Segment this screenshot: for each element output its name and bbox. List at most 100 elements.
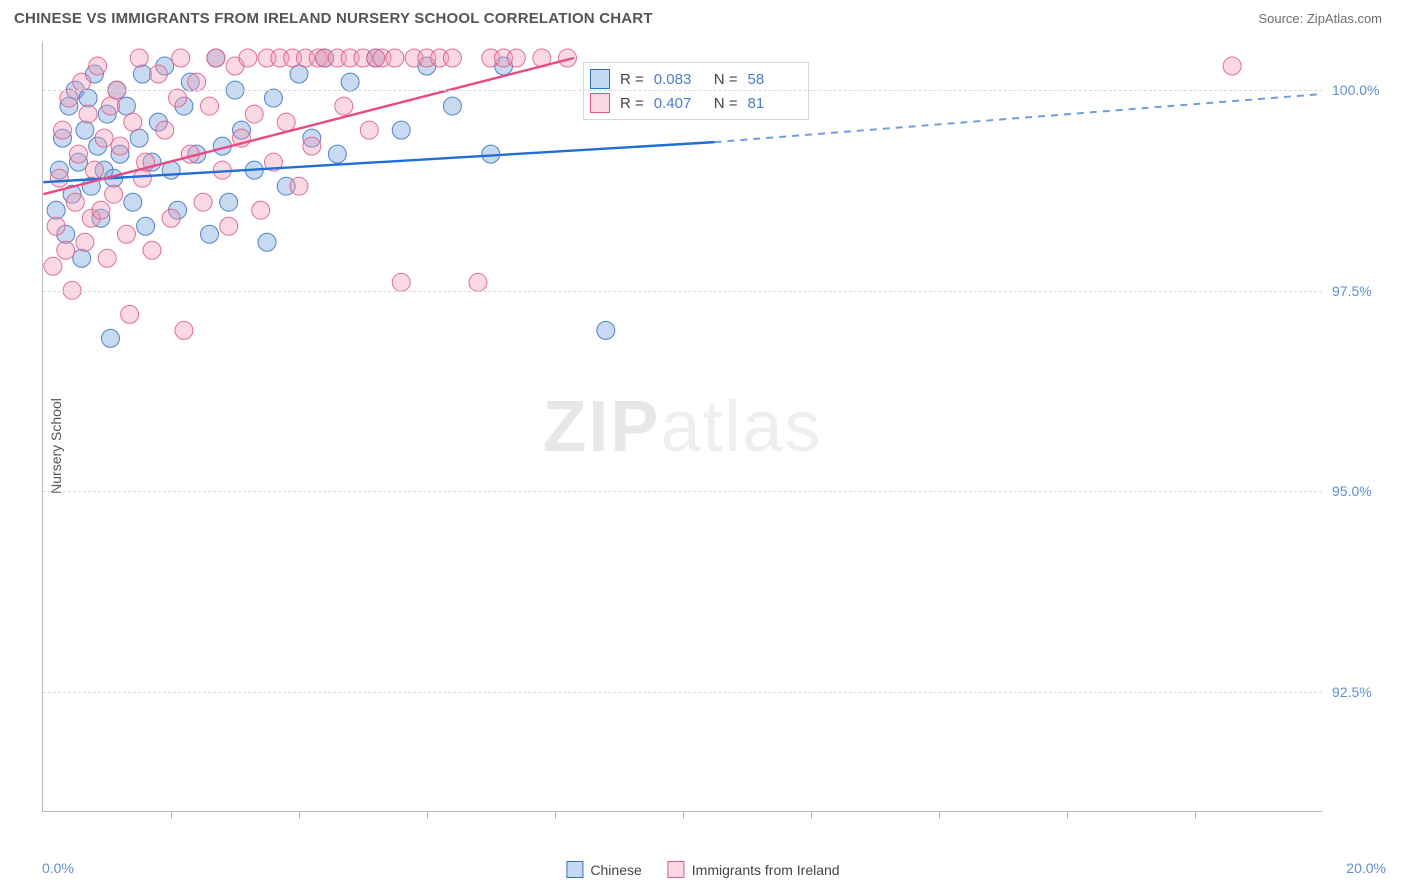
- legend-item: Immigrants from Ireland: [668, 861, 840, 878]
- scatter-point: [101, 329, 119, 347]
- scatter-point: [392, 273, 410, 291]
- scatter-point: [105, 185, 123, 203]
- scatter-point: [239, 49, 257, 67]
- scatter-point: [76, 233, 94, 251]
- scatter-point: [73, 249, 91, 267]
- scatter-point: [54, 121, 72, 139]
- scatter-point: [117, 97, 135, 115]
- scatter-point: [277, 113, 295, 131]
- legend-swatch: [566, 861, 583, 878]
- legend-label: Immigrants from Ireland: [692, 862, 840, 878]
- scatter-point: [303, 137, 321, 155]
- scatter-point: [386, 49, 404, 67]
- scatter-point: [121, 305, 139, 323]
- legend-n-value: 81: [748, 95, 798, 112]
- scatter-point: [175, 321, 193, 339]
- x-tick: [299, 811, 300, 819]
- scatter-point: [130, 129, 148, 147]
- x-tick: [427, 811, 428, 819]
- scatter-point: [258, 233, 276, 251]
- scatter-point: [101, 97, 119, 115]
- scatter-point: [156, 121, 174, 139]
- x-tick: [683, 811, 684, 819]
- legend-n-label: N =: [714, 95, 738, 112]
- scatter-point: [124, 193, 142, 211]
- scatter-plot-svg: [43, 42, 1322, 811]
- scatter-point: [76, 121, 94, 139]
- y-tick-label: 97.5%: [1332, 283, 1396, 299]
- legend-n-value: 58: [748, 71, 798, 88]
- scatter-point: [143, 241, 161, 259]
- scatter-point: [328, 145, 346, 163]
- x-tick: [939, 811, 940, 819]
- scatter-point: [69, 145, 87, 163]
- scatter-point: [44, 257, 62, 275]
- scatter-point: [66, 193, 84, 211]
- scatter-point: [597, 321, 615, 339]
- scatter-point: [124, 113, 142, 131]
- chart-plot-area: ZIPatlas R =0.083N =58R =0.407N =81 100.…: [42, 42, 1322, 812]
- chart-title: CHINESE VS IMMIGRANTS FROM IRELAND NURSE…: [14, 10, 653, 27]
- scatter-point: [60, 89, 78, 107]
- legend-n-label: N =: [714, 71, 738, 88]
- x-tick: [1067, 811, 1068, 819]
- y-tick-label: 100.0%: [1332, 82, 1396, 98]
- scatter-point: [149, 65, 167, 83]
- scatter-point: [443, 97, 461, 115]
- legend-swatch: [590, 69, 610, 89]
- legend-item: Chinese: [566, 861, 641, 878]
- legend-r-value: 0.083: [654, 71, 704, 88]
- scatter-point: [111, 137, 129, 155]
- scatter-point: [220, 217, 238, 235]
- scatter-point: [172, 49, 190, 67]
- scatter-point: [1223, 57, 1241, 75]
- scatter-point: [201, 225, 219, 243]
- legend-r-label: R =: [620, 95, 644, 112]
- scatter-point: [290, 177, 308, 195]
- scatter-point: [47, 201, 65, 219]
- gridline: [43, 291, 1322, 292]
- scatter-point: [137, 217, 155, 235]
- x-tick: [811, 811, 812, 819]
- scatter-point: [201, 97, 219, 115]
- scatter-point: [194, 193, 212, 211]
- x-axis-min-label: 0.0%: [42, 860, 74, 876]
- legend-row: R = 0.083 N = 58: [590, 67, 798, 91]
- gridline: [43, 692, 1322, 693]
- x-tick: [1195, 811, 1196, 819]
- scatter-point: [220, 193, 238, 211]
- scatter-point: [341, 73, 359, 91]
- scatter-point: [50, 169, 68, 187]
- x-tick: [555, 811, 556, 819]
- scatter-point: [507, 49, 525, 67]
- legend-swatch: [590, 93, 610, 113]
- scatter-point: [47, 217, 65, 235]
- legend-swatch: [668, 861, 685, 878]
- scatter-point: [98, 249, 116, 267]
- scatter-point: [207, 49, 225, 67]
- scatter-point: [95, 129, 113, 147]
- scatter-point: [162, 209, 180, 227]
- scatter-point: [443, 49, 461, 67]
- scatter-point: [79, 89, 97, 107]
- scatter-point: [264, 89, 282, 107]
- scatter-point: [188, 73, 206, 91]
- legend-label: Chinese: [590, 862, 641, 878]
- scatter-point: [392, 121, 410, 139]
- scatter-point: [133, 169, 151, 187]
- legend-r-label: R =: [620, 71, 644, 88]
- gridline: [43, 90, 1322, 91]
- scatter-point: [130, 49, 148, 67]
- legend-row: R = 0.407 N = 81: [590, 91, 798, 115]
- x-axis-max-label: 20.0%: [1346, 860, 1386, 876]
- scatter-point: [89, 57, 107, 75]
- scatter-point: [469, 273, 487, 291]
- legend-r-value: 0.407: [654, 95, 704, 112]
- y-tick-label: 92.5%: [1332, 684, 1396, 700]
- scatter-point: [245, 105, 263, 123]
- scatter-point: [73, 73, 91, 91]
- scatter-point: [117, 225, 135, 243]
- scatter-point: [133, 65, 151, 83]
- scatter-point: [57, 241, 75, 259]
- scatter-point: [169, 89, 187, 107]
